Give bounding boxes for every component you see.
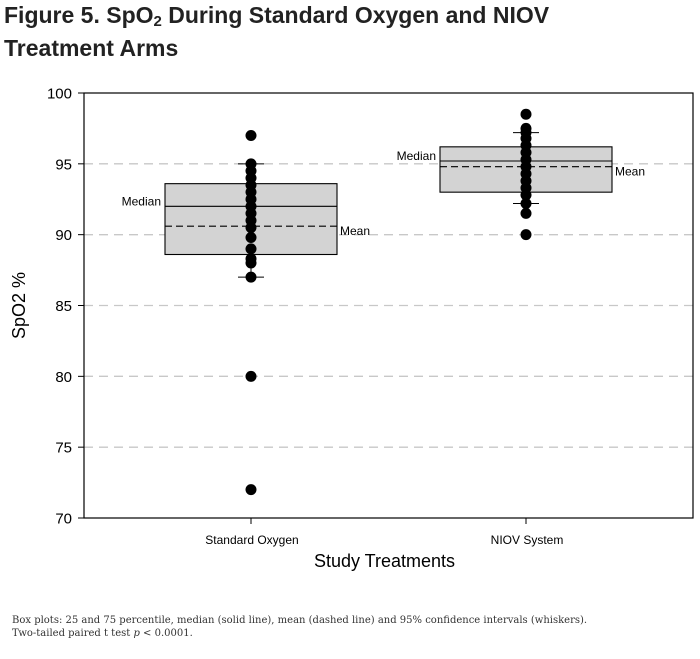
x-tick-label: Standard Oxygen bbox=[205, 533, 298, 547]
median-label: Median bbox=[122, 194, 161, 208]
data-point bbox=[245, 271, 257, 283]
data-point bbox=[520, 189, 532, 201]
data-point bbox=[245, 370, 257, 382]
data-point bbox=[245, 484, 257, 496]
footnote: Box plots: 25 and 75 percentile, median … bbox=[12, 614, 692, 640]
data-point bbox=[245, 232, 257, 243]
footnote-line-1: Box plots: 25 and 75 percentile, median … bbox=[12, 615, 588, 626]
title-line-1: Figure 5. SpO2 During Standard Oxygen an… bbox=[4, 2, 550, 30]
data-point bbox=[520, 198, 532, 209]
mean-label: Mean bbox=[615, 165, 645, 179]
y-axis-label: SpO2 % bbox=[9, 272, 29, 339]
data-point bbox=[245, 130, 257, 141]
y-tick-label: 80 bbox=[55, 369, 72, 386]
x-axis-label: Study Treatments bbox=[314, 551, 455, 571]
y-tick-label: 95 bbox=[55, 156, 72, 173]
data-point bbox=[245, 243, 257, 255]
median-label: Median bbox=[397, 149, 436, 163]
y-tick-label: 85 bbox=[55, 298, 72, 315]
box-plot-chart: 70 75 80 85 90 95 100 SpO2 % Study Treatments Sta… bbox=[9, 86, 694, 571]
data-point bbox=[245, 257, 257, 269]
mean-label: Mean bbox=[340, 224, 370, 238]
data-point bbox=[520, 108, 532, 120]
figure-title: Figure 5. SpO2 During Standard Oxygen an… bbox=[4, 2, 694, 62]
data-point bbox=[520, 229, 532, 241]
data-point bbox=[245, 222, 257, 234]
y-tick-label: 90 bbox=[55, 227, 72, 244]
y-tick-label: 70 bbox=[55, 511, 72, 528]
y-tick-label: 75 bbox=[55, 440, 72, 457]
title-line-2: Treatment Arms bbox=[4, 35, 179, 61]
x-tick-label: NIOV System bbox=[491, 533, 564, 547]
y-tick-label: 100 bbox=[47, 86, 72, 103]
footnote-line-2: Two-tailed paired t test p < 0.0001. bbox=[12, 628, 193, 639]
data-point bbox=[520, 207, 532, 219]
